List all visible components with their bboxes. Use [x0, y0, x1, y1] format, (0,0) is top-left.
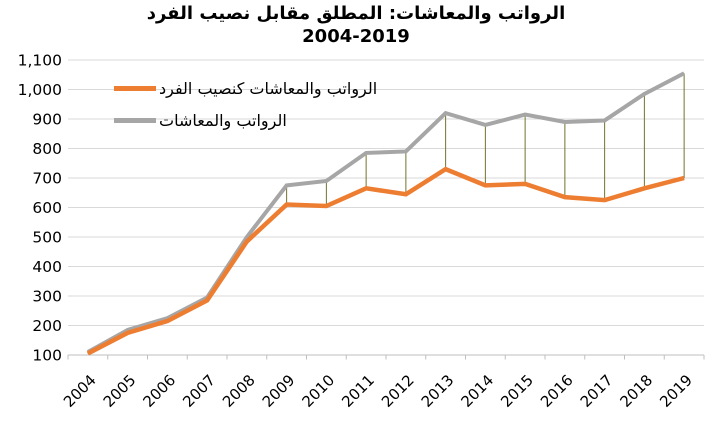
- y-axis-tick-label: 900: [32, 111, 62, 129]
- legend-item-absolute: الرواتب والمعاشات: [114, 108, 377, 132]
- series-line-absolute: [86, 71, 686, 354]
- x-axis-tick-label: 2015: [497, 371, 537, 411]
- x-axis-tick-label: 2012: [378, 371, 418, 411]
- legend-label-per-capita: الرواتب والمعاشات كنصيب الفرد: [159, 78, 378, 98]
- chart-subtitle: 2004-2019: [302, 26, 410, 47]
- x-axis-tick-label: 2018: [616, 371, 656, 411]
- x-axis-tick-label: 2007: [179, 371, 219, 411]
- x-axis-tick-label: 2016: [537, 371, 577, 411]
- x-axis-tick-label: 2017: [577, 371, 617, 411]
- legend-item-per-capita: الرواتب والمعاشات كنصيب الفرد: [114, 76, 377, 100]
- x-axis-tick-label: 2005: [100, 371, 140, 411]
- y-axis-tick-label: 500: [32, 229, 62, 247]
- y-axis-tick-label: 300: [32, 288, 62, 306]
- y-axis-tick-label: 200: [32, 317, 62, 335]
- x-axis-tick-label: 2004: [60, 371, 100, 411]
- y-axis-tick-label: 100: [32, 347, 62, 365]
- chart-title-block: الرواتب والمعاشات: المطلق مقابل نصيب الف…: [0, 2, 712, 48]
- y-axis-tick-label: 1,100: [18, 52, 62, 70]
- legend-marker-per-capita: [114, 85, 156, 91]
- x-axis-tick-label: 2013: [418, 371, 458, 411]
- chart-title: الرواتب والمعاشات: المطلق مقابل نصيب الف…: [146, 3, 566, 24]
- series-line-per-capita: [86, 166, 685, 356]
- y-axis-tick-label: 400: [32, 258, 62, 276]
- y-axis-tick-label: 800: [32, 140, 62, 158]
- x-axis-tick-label: 2009: [259, 371, 299, 411]
- x-axis-tick-label: 2008: [219, 371, 259, 411]
- x-axis-tick-label: 2006: [139, 371, 179, 411]
- x-axis-tick-label: 2010: [298, 371, 338, 411]
- x-axis-tick-label: 2019: [656, 371, 696, 411]
- y-axis-tick-label: 600: [32, 199, 62, 217]
- x-axis-tick-label: 2011: [338, 371, 378, 411]
- legend-marker-absolute: [114, 117, 156, 123]
- legend: الرواتب والمعاشات كنصيب الفرد الرواتب وا…: [114, 76, 377, 140]
- y-axis-tick-label: 700: [32, 170, 62, 188]
- legend-label-absolute: الرواتب والمعاشات: [159, 110, 287, 130]
- y-axis-tick-label: 1,000: [18, 81, 62, 99]
- x-axis-tick-label: 2014: [457, 371, 497, 411]
